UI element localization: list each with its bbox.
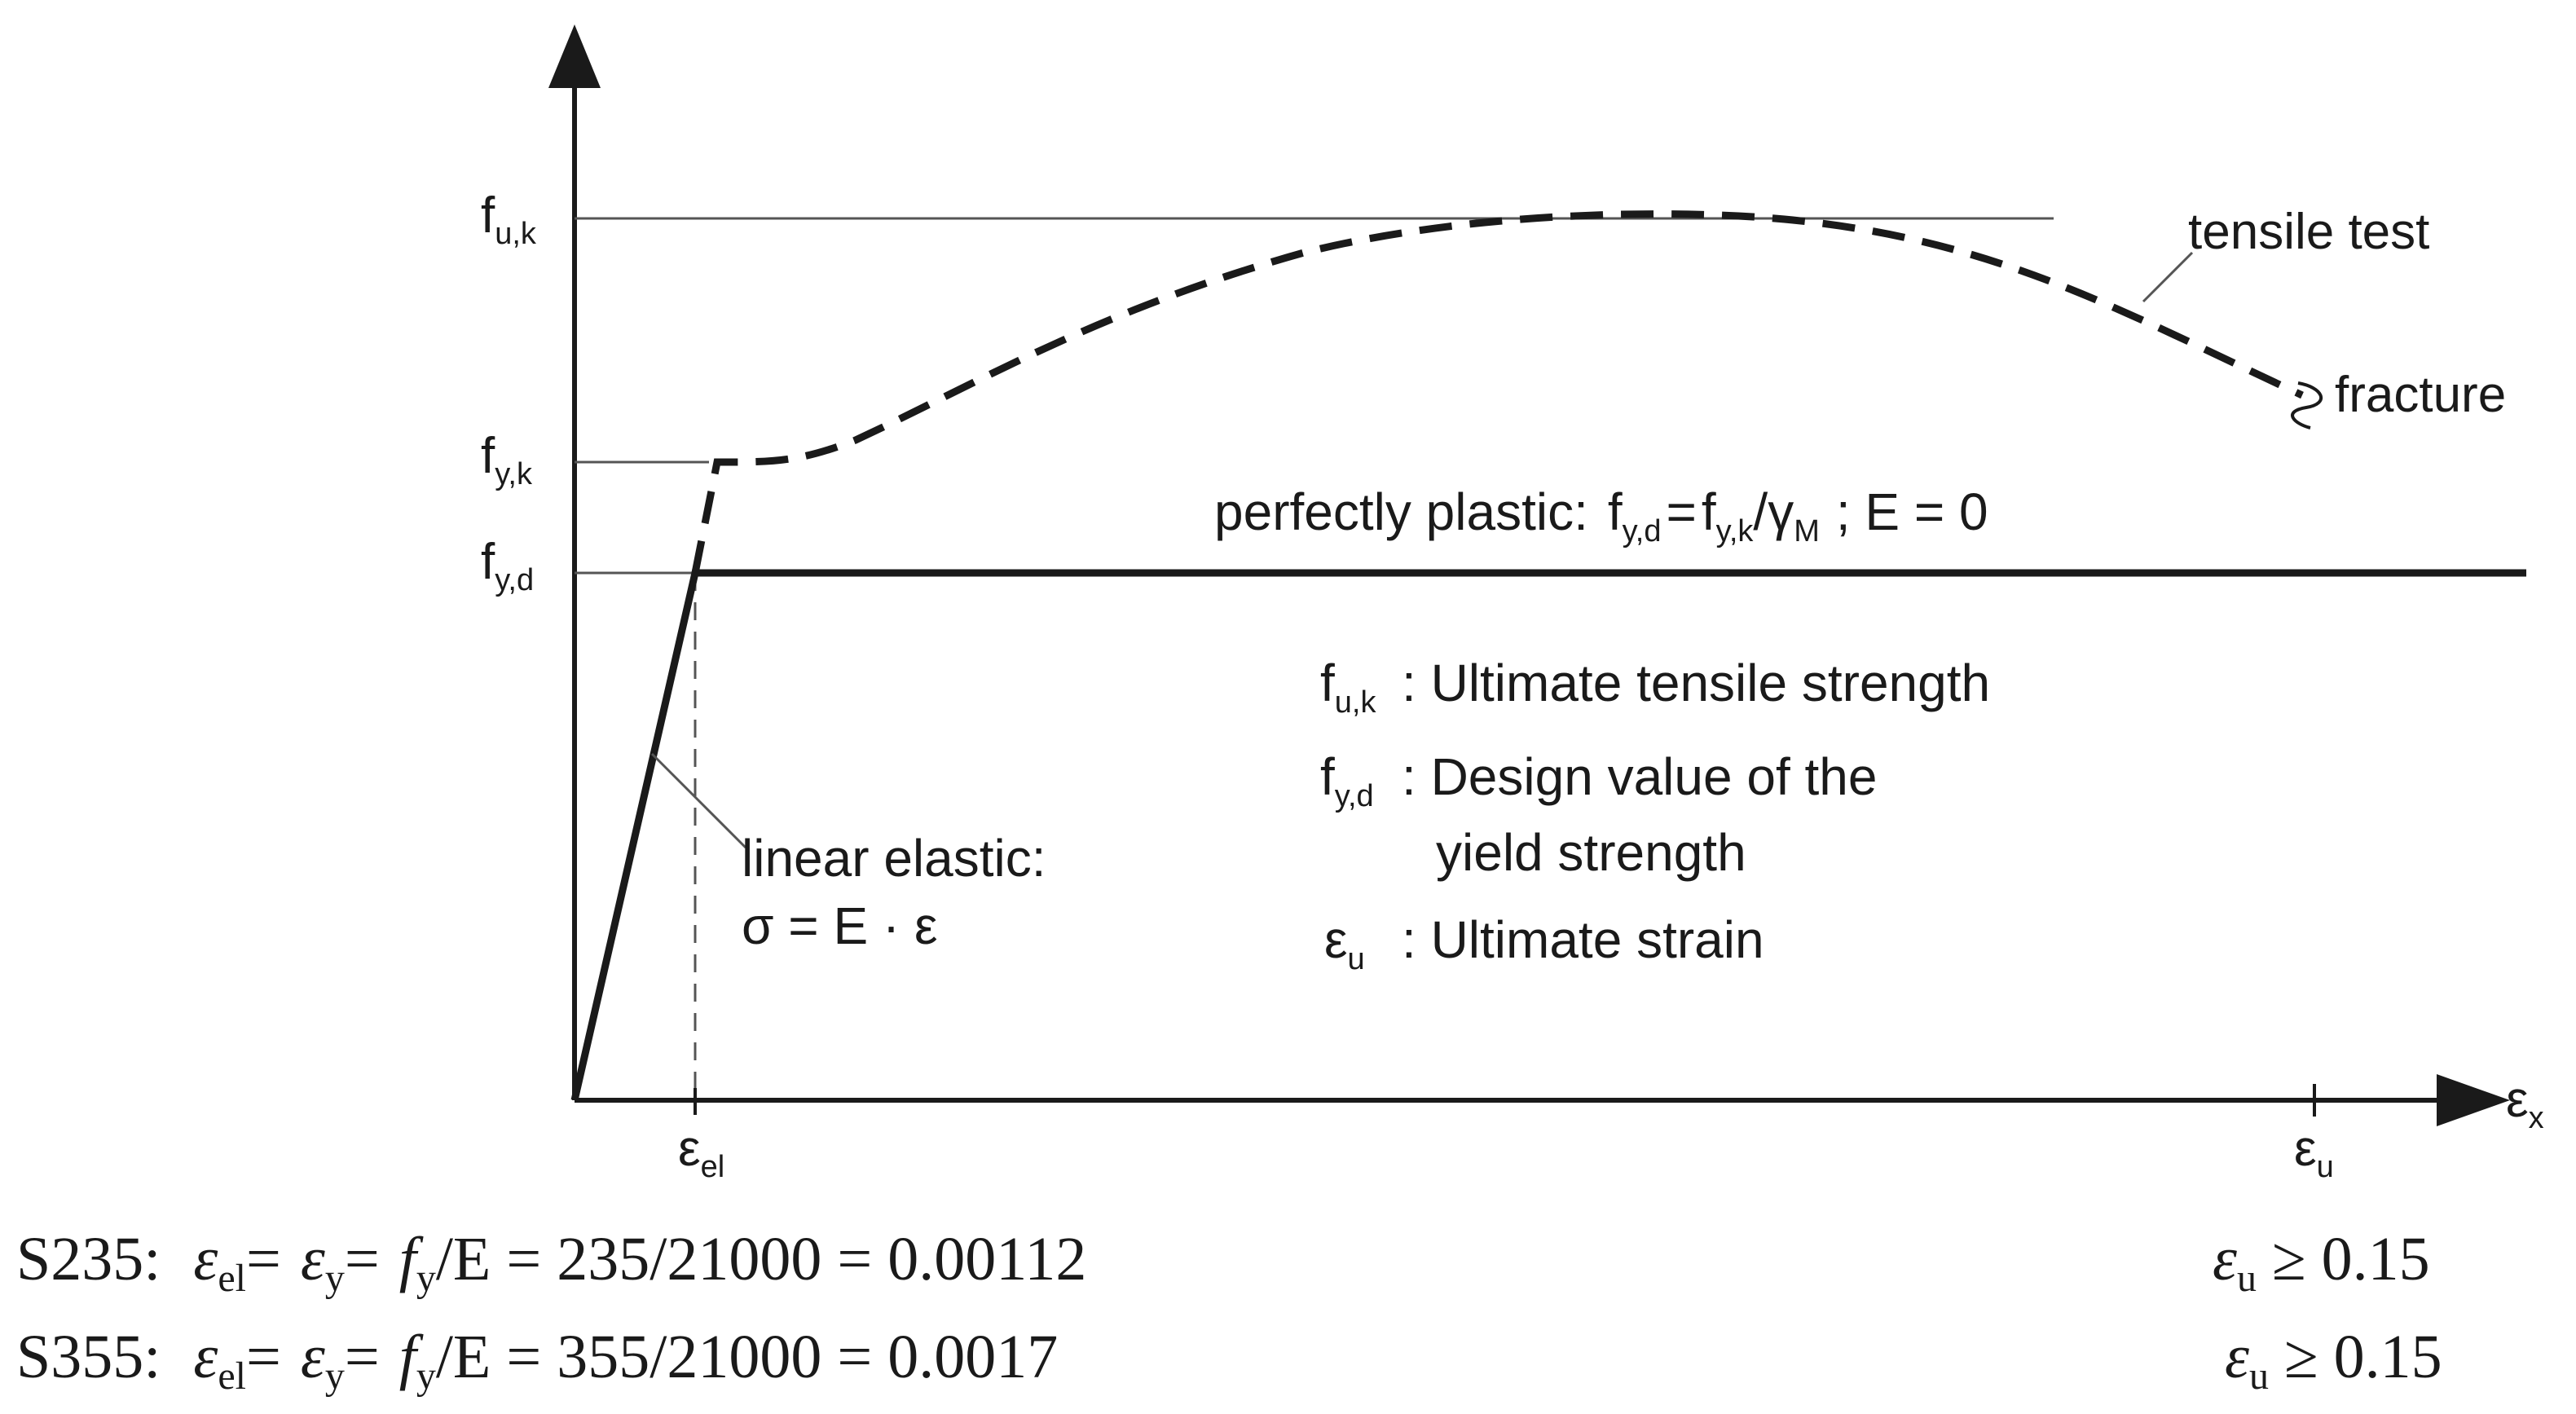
legend-fuk-symbol: fu,k <box>1320 654 1376 720</box>
legend: fu,k : Ultimate tensile strength fy,d : … <box>1320 654 1990 976</box>
tensile-test-curve <box>691 210 2304 574</box>
legend-eps-u-symbol: εu <box>1324 910 1365 976</box>
legend-fyd-text: : Design value of the <box>1402 747 1877 806</box>
y-axis-arrowhead <box>548 24 601 88</box>
x-label-eps-el: εel <box>678 1121 724 1184</box>
x-label-eps-u: εu <box>2294 1121 2334 1184</box>
legend-fuk-text: : Ultimate tensile strength <box>1402 654 1990 712</box>
legend-eps-u-text: : Ultimate strain <box>1402 910 1764 969</box>
equation-s235: S235: εel= εy= fy/E = 235/21000 = 0.00112 <box>16 1225 1086 1300</box>
y-label-fyk: fy,k <box>481 428 533 491</box>
equation-s235-limit: εu ≥ 0.15 <box>2213 1225 2430 1300</box>
linear-elastic-formula: σ = E · ε <box>742 896 938 955</box>
x-axis-arrowhead <box>2437 1074 2510 1126</box>
linear-elastic-leader-line <box>650 752 747 849</box>
perfectly-plastic-label: perfectly plastic: fy,d=fy,k/γM; E = 0 <box>1214 482 1988 548</box>
fracture-mark <box>2291 381 2323 429</box>
y-label-fuk: fu,k <box>481 187 537 251</box>
equations: S235: εel= εy= fy/E = 235/21000 = 0.00112 ε… <box>16 1225 2442 1398</box>
fracture-label: fracture <box>2335 367 2506 423</box>
tensile-test-label: tensile test <box>2188 204 2429 260</box>
legend-fyd-symbol: fy,d <box>1320 747 1374 813</box>
y-label-fyd: fy,d <box>481 534 534 597</box>
tensile-test-leader-line <box>2142 251 2194 303</box>
equation-s355: S355: εel= εy= fy/E = 355/21000 = 0.0017 <box>16 1323 1058 1398</box>
equation-s355-limit: εu ≥ 0.15 <box>2225 1323 2442 1398</box>
linear-elastic-label: linear elastic: <box>742 829 1046 888</box>
legend-fyd-text-line2: yield strength <box>1436 823 1746 882</box>
x-axis-label: εx <box>2506 1072 2544 1135</box>
